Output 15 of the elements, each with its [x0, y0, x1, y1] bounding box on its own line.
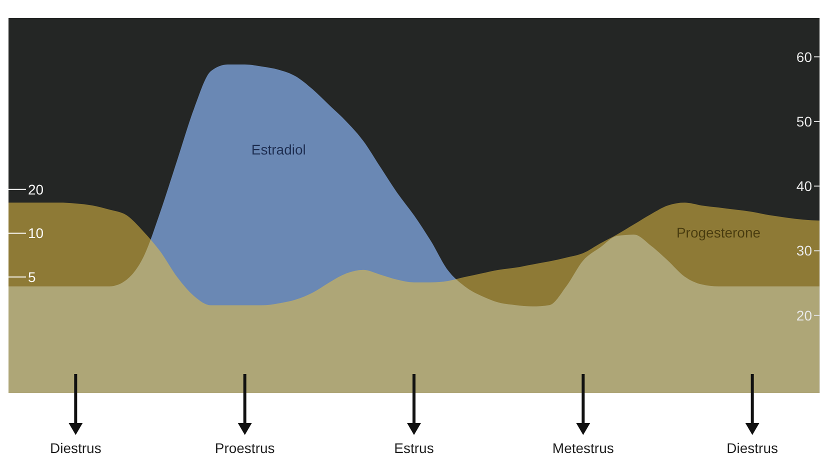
x-tick-label: Metestrus — [552, 440, 614, 456]
series-label: Progesterone — [676, 224, 761, 241]
y2-tick-label: 30 — [796, 242, 812, 259]
y2-tick-label: 60 — [796, 48, 812, 65]
x-tick-label: Diestrus — [50, 440, 102, 456]
y2-tick-label: 20 — [796, 307, 812, 324]
y-tick-label: 20 — [28, 181, 44, 198]
y-tick-label: 10 — [28, 225, 44, 242]
x-tick-label: Diestrus — [726, 440, 778, 456]
y-tick-label: 5 — [28, 269, 36, 286]
y2-tick-label: 50 — [796, 113, 812, 130]
series-label: Estradiol — [251, 142, 306, 158]
x-tick-label: Proestrus — [214, 440, 275, 456]
y2-tick-label: 40 — [796, 178, 812, 194]
x-tick-label: Estrus — [394, 440, 434, 456]
